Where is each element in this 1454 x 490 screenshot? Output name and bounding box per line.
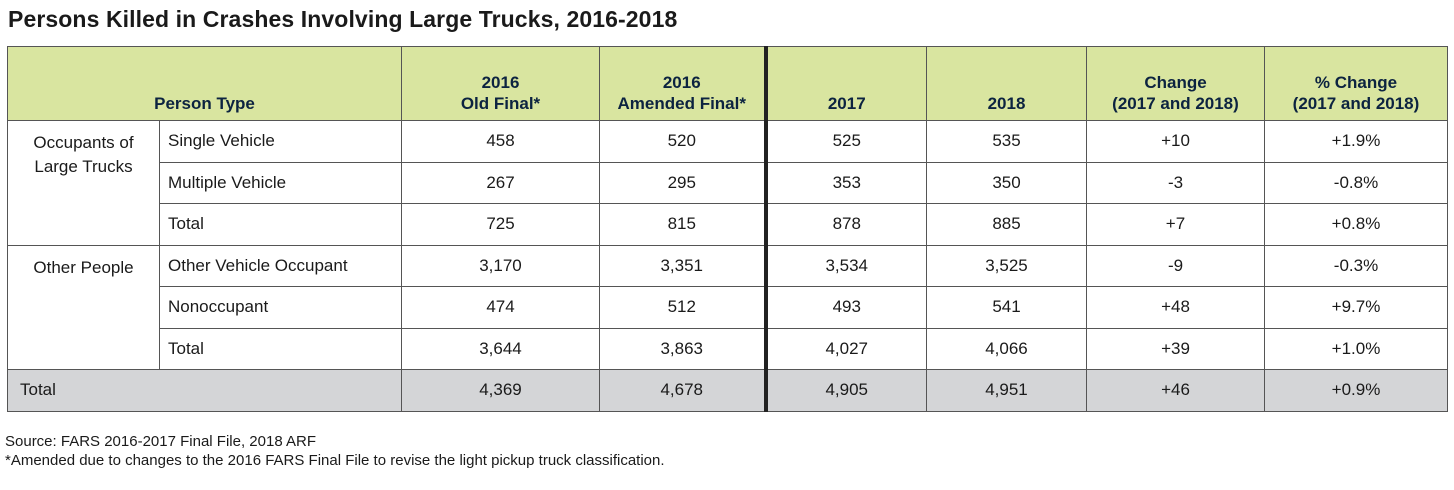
row-type: Other Vehicle Occupant: [159, 244, 402, 287]
cell-pct-change: +9.7%: [1264, 286, 1448, 329]
cell-pct-change: +1.9%: [1264, 120, 1448, 163]
header-2017: 2017: [763, 46, 927, 121]
grand-total-label: Total: [7, 369, 402, 412]
cell-2018: 350: [926, 161, 1087, 204]
table-row: Total 3,644 3,863 4,027 4,066 +39 +1.0%: [8, 327, 1448, 370]
cell-change: +46: [1086, 369, 1265, 412]
cell-2017: 493: [763, 286, 927, 329]
cell-2017: 3,534: [763, 244, 927, 287]
cell-pct-change: -0.8%: [1264, 161, 1448, 204]
grand-total-row: Total 4,369 4,678 4,905 4,951 +46 +0.9%: [7, 369, 1448, 412]
cell-amended-final-2016: 815: [599, 203, 766, 246]
table-row: Total 725 815 878 885 +7 +0.8%: [8, 203, 1448, 246]
header-person-type: Person Type: [7, 46, 402, 121]
header-2018: 2018: [926, 46, 1087, 121]
cell-change: +39: [1086, 327, 1265, 370]
row-type: Total: [159, 203, 402, 246]
cell-change: +48: [1086, 286, 1265, 329]
cell-old-final-2016: 474: [401, 286, 600, 329]
cell-amended-final-2016: 3,351: [599, 244, 766, 287]
cell-2017: 4,027: [763, 327, 927, 370]
cell-amended-final-2016: 295: [599, 161, 766, 204]
cell-2017: 525: [763, 120, 927, 163]
cell-old-final-2016: 267: [401, 161, 600, 204]
header-pct-change: % Change (2017 and 2018): [1264, 46, 1448, 121]
row-type: Total: [159, 327, 402, 370]
row-type: Nonoccupant: [159, 286, 402, 329]
cell-2018: 4,951: [926, 369, 1087, 412]
cell-change: +10: [1086, 120, 1265, 163]
cell-old-final-2016: 3,644: [401, 327, 600, 370]
header-row: Person Type 2016 Old Final* 2016 Amended F…: [7, 46, 1448, 121]
cell-pct-change: +0.8%: [1264, 203, 1448, 246]
table-row: Occupants of Large Trucks Single Vehicle …: [7, 120, 1448, 246]
cell-old-final-2016: 4,369: [401, 369, 600, 412]
cell-change: -3: [1086, 161, 1265, 204]
cell-change: +7: [1086, 203, 1265, 246]
row-type: Multiple Vehicle: [159, 161, 402, 204]
table-row: Other People Other Vehicle Occupant 3,17…: [7, 244, 1448, 370]
cell-pct-change: +0.9%: [1264, 369, 1448, 412]
cell-old-final-2016: 725: [401, 203, 600, 246]
cell-amended-final-2016: 4,678: [599, 369, 766, 412]
group-label-occupants: Occupants of Large Trucks: [7, 120, 160, 246]
cell-2017: 4,905: [763, 369, 927, 412]
header-change: Change (2017 and 2018): [1086, 46, 1265, 121]
cell-old-final-2016: 458: [401, 120, 600, 163]
cell-2018: 885: [926, 203, 1087, 246]
cell-2018: 4,066: [926, 327, 1087, 370]
row-type: Single Vehicle: [159, 120, 402, 163]
footnotes: Source: FARS 2016-2017 Final File, 2018 …: [5, 432, 665, 470]
crash-fatalities-table: Person Type 2016 Old Final* 2016 Amended F…: [7, 46, 1448, 412]
amendment-note: *Amended due to changes to the 2016 FARS…: [5, 452, 665, 469]
table-title: Persons Killed in Crashes Involving Larg…: [8, 6, 678, 32]
cell-2018: 541: [926, 286, 1087, 329]
cell-old-final-2016: 3,170: [401, 244, 600, 287]
cell-2017: 353: [763, 161, 927, 204]
cell-change: -9: [1086, 244, 1265, 287]
source-note: Source: FARS 2016-2017 Final File, 2018 …: [5, 433, 317, 450]
table-row: Multiple Vehicle 267 295 353 350 -3 -0.8…: [8, 161, 1448, 204]
header-2016-amended-final: 2016 Amended Final*: [599, 46, 766, 121]
cell-pct-change: +1.0%: [1264, 327, 1448, 370]
table-row: Nonoccupant 474 512 493 541 +48 +9.7%: [8, 286, 1448, 329]
cell-amended-final-2016: 520: [599, 120, 766, 163]
cell-2018: 535: [926, 120, 1087, 163]
cell-2017: 878: [763, 203, 927, 246]
header-2016-old-final: 2016 Old Final*: [401, 46, 600, 121]
cell-amended-final-2016: 512: [599, 286, 766, 329]
cell-2018: 3,525: [926, 244, 1087, 287]
group-label-other-people: Other People: [7, 244, 160, 370]
cell-pct-change: -0.3%: [1264, 244, 1448, 287]
cell-amended-final-2016: 3,863: [599, 327, 766, 370]
